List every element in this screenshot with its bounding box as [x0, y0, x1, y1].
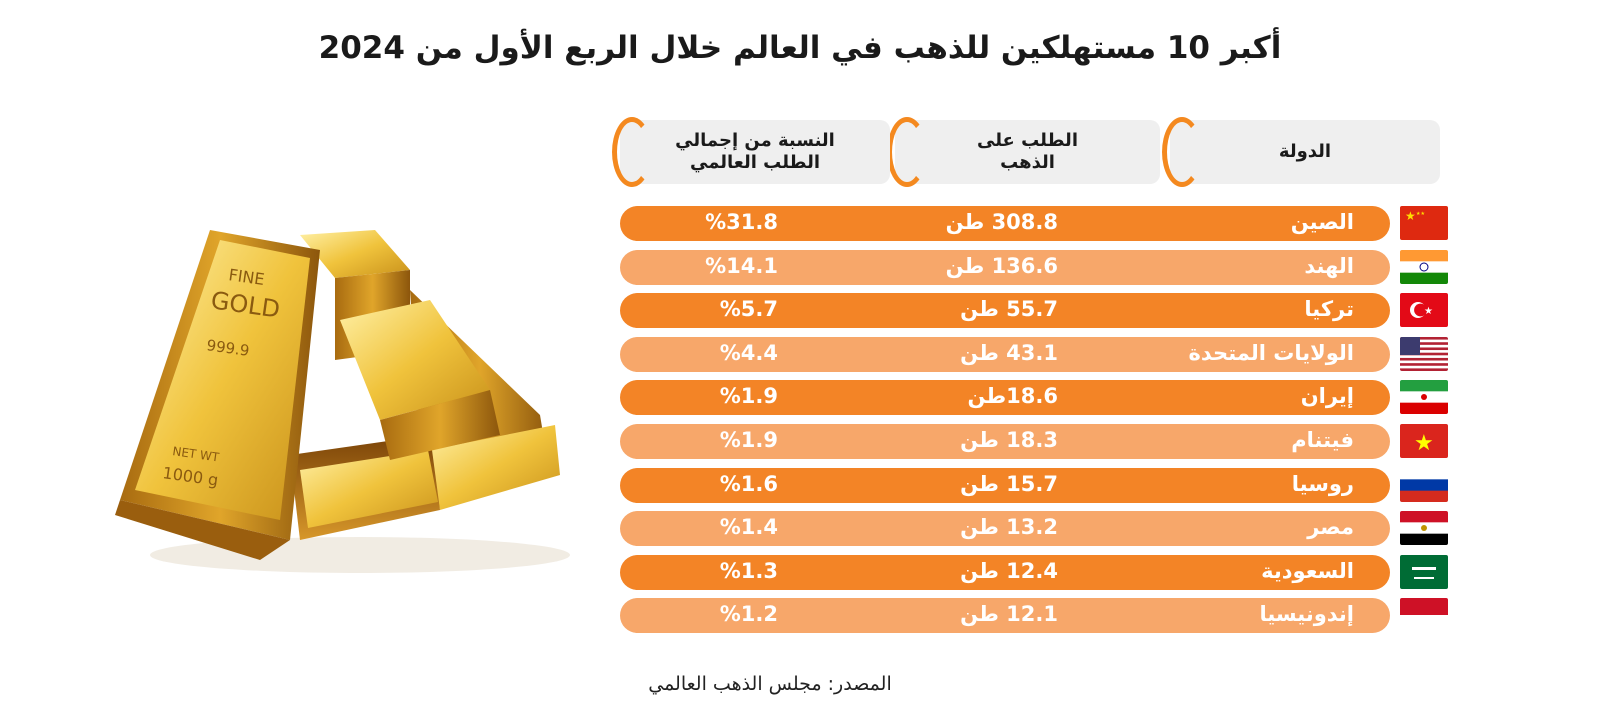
share-value: %5.7: [719, 297, 778, 321]
country-name: روسيا: [1291, 472, 1354, 496]
egypt-flag: [1400, 511, 1448, 545]
table-row: روسيا 15.7 طن %1.6: [620, 468, 1390, 503]
country-name: إندونيسيا: [1259, 602, 1354, 626]
share-value: %1.4: [719, 515, 778, 539]
header-arc-decoration: [1162, 117, 1202, 187]
table-row: إيران 18.6طن %1.9: [620, 380, 1390, 415]
table-row: الولايات المتحدة 43.1 طن %4.4: [620, 337, 1390, 372]
indonesia-flag: [1400, 598, 1448, 632]
header-arc-decoration: [612, 117, 652, 187]
demand-value: 12.4 طن: [960, 559, 1058, 583]
demand-value: 136.6 طن: [945, 254, 1058, 278]
share-value: %1.3: [719, 559, 778, 583]
svg-text:★: ★: [1414, 431, 1434, 456]
header-country-label: الدولة: [1278, 141, 1332, 162]
china-flag: ★ ★★: [1400, 206, 1448, 240]
usa-flag: [1400, 337, 1448, 371]
table-row: الهند 136.6 طن %14.1: [620, 250, 1390, 285]
demand-value: 55.7 طن: [960, 297, 1058, 321]
share-value: %14.1: [705, 254, 778, 278]
demand-value: 15.7 طن: [960, 472, 1058, 496]
bar-text-netwt: NET WT: [172, 444, 221, 464]
table-row: الصين 308.8 طن %31.8: [620, 206, 1390, 241]
iran-flag: [1400, 380, 1448, 414]
share-value: %1.9: [719, 428, 778, 452]
demand-value: 12.1 طن: [960, 602, 1058, 626]
country-name: الصين: [1290, 210, 1354, 234]
country-name: فيتنام: [1291, 428, 1354, 452]
share-value: %1.2: [719, 602, 778, 626]
header-demand-line1: الطلب على: [977, 130, 1078, 151]
country-name: الولايات المتحدة: [1188, 341, 1354, 365]
header-country: الدولة: [1162, 117, 1440, 187]
country-name: تركيا: [1304, 297, 1354, 321]
header-demand-line2: الذهب: [1000, 152, 1055, 173]
svg-text:★: ★: [1424, 306, 1433, 317]
bar-text-fine: FINE: [227, 265, 265, 289]
demand-value: 308.8 طن: [945, 210, 1058, 234]
header-arc-decoration: [887, 117, 927, 187]
share-value: %1.6: [719, 472, 778, 496]
table-row: إندونيسيا 12.1 طن %1.2: [620, 598, 1390, 633]
table-row: فيتنام 18.3 طن %1.9: [620, 424, 1390, 459]
russia-flag: [1400, 468, 1448, 502]
demand-value: 18.6طن: [967, 384, 1058, 408]
header-share: النسبة من إجمالي الطلب العالمي: [612, 117, 890, 187]
country-name: إيران: [1300, 384, 1354, 408]
source-note: المصدر: مجلس الذهب العالمي: [648, 673, 892, 695]
header-share-line1: النسبة من إجمالي: [675, 130, 835, 151]
demand-value: 13.2 طن: [960, 515, 1058, 539]
india-flag: [1400, 250, 1448, 284]
country-name: الهند: [1304, 254, 1354, 278]
svg-text:★★: ★★: [1416, 211, 1425, 217]
demand-value: 18.3 طن: [960, 428, 1058, 452]
vietnam-flag: ★: [1400, 424, 1448, 458]
table-row: تركيا 55.7 طن %5.7: [620, 293, 1390, 328]
share-value: %4.4: [719, 341, 778, 365]
share-value: %1.9: [719, 384, 778, 408]
demand-value: 43.1 طن: [960, 341, 1058, 365]
header-demand: الطلب على الذهب: [887, 117, 1160, 187]
country-name: السعودية: [1261, 559, 1354, 583]
chart-title: أكبر 10 مستهلكين للذهب في العالم خلال ال…: [318, 30, 1282, 66]
table-row: مصر 13.2 طن %1.4: [620, 511, 1390, 546]
turkey-flag: ★: [1400, 293, 1448, 327]
bar-text-purity: 999.9: [205, 336, 250, 360]
table-row: السعودية 12.4 طن %1.3: [620, 555, 1390, 590]
gold-bars-icon: FINE GOLD 999.9 NET WT 1000 g: [115, 230, 570, 573]
share-value: %31.8: [705, 210, 778, 234]
header-share-line2: الطلب العالمي: [689, 152, 821, 173]
country-name: مصر: [1307, 515, 1354, 539]
saudi-flag: [1400, 555, 1448, 589]
svg-text:★: ★: [1405, 209, 1416, 223]
